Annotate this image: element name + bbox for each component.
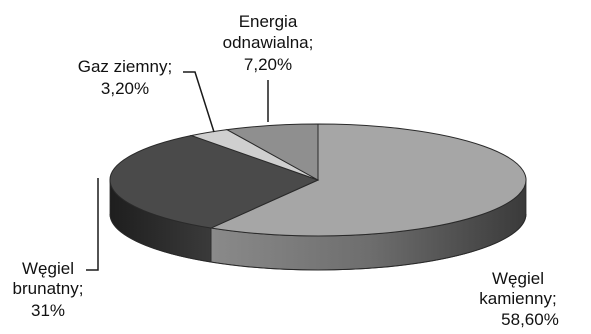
label-name-line: brunatny; bbox=[13, 279, 84, 298]
label-value: 31% bbox=[31, 301, 65, 320]
label-energia-odnawialna: Energia odnawialna; 7,20% bbox=[223, 12, 314, 122]
leader-line bbox=[183, 71, 215, 133]
pie-labels: Węgielkamienny;58,60%Węgielbrunatny;31%G… bbox=[13, 12, 559, 329]
label-value: 7,20% bbox=[244, 55, 292, 74]
label-gaz-ziemny: Gaz ziemny; 3,20% bbox=[78, 57, 215, 133]
label-value: 3,20% bbox=[101, 79, 149, 98]
label-name-line: Energia bbox=[239, 12, 298, 31]
label-name-line: odnawialna; bbox=[223, 33, 314, 52]
label-value: 58,60% bbox=[501, 310, 559, 329]
pie-bottom-edge bbox=[109, 213, 527, 271]
pie-slice-w-giel-brunatny bbox=[109, 135, 320, 229]
label-name-line: Węgiel bbox=[22, 259, 74, 278]
label-name-line: kamienny; bbox=[479, 289, 556, 308]
label-name-line: Węgiel bbox=[492, 269, 544, 288]
leader-line bbox=[86, 178, 99, 271]
pie-top-faces bbox=[109, 123, 527, 237]
pie-slice-energia-odnawialna bbox=[225, 123, 319, 181]
pie-slice-w-giel-kamienny bbox=[209, 123, 527, 237]
label-name-line: Gaz ziemny; bbox=[78, 57, 172, 76]
